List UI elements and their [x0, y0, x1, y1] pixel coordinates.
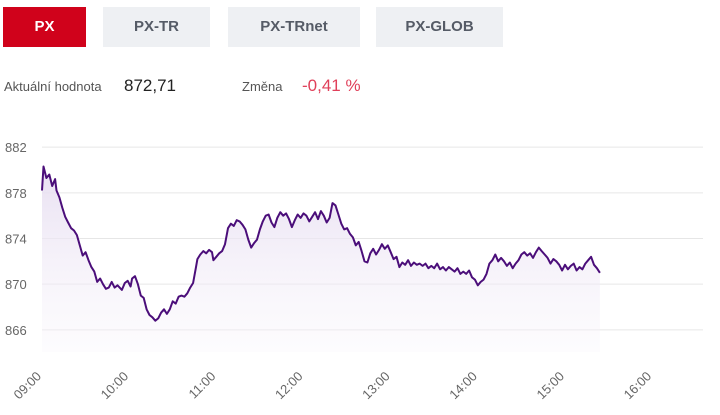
series-area [42, 166, 600, 352]
change-label: Změna [242, 79, 283, 94]
y-axis: 882 878 874 870 866 [5, 140, 27, 338]
current-value: 872,71 [124, 76, 176, 95]
x-tick-label: 12:00 [272, 369, 306, 403]
change-value: -0,41 % [302, 76, 361, 95]
x-tick-label: 11:00 [186, 369, 219, 402]
x-tick-label: 14:00 [446, 369, 480, 403]
tab-px-tr[interactable]: PX-TR [103, 7, 210, 47]
tab-px[interactable]: PX [3, 7, 86, 47]
tab-px-glob[interactable]: PX-GLOB [376, 7, 503, 47]
x-tick-label: 10:00 [98, 369, 132, 403]
x-tick-label: 09:00 [11, 369, 45, 403]
intraday-chart: 882 878 874 870 866 09:00 10:00 11:00 12:00 13:0… [5, 140, 703, 403]
x-tick-label: 13:00 [359, 369, 393, 403]
series-line [41, 165, 601, 322]
tab-px-trnet[interactable]: PX-TRnet [228, 7, 360, 47]
y-tick-label: 882 [5, 140, 27, 155]
x-tick-label: 15:00 [533, 369, 567, 403]
y-tick-label: 866 [5, 323, 27, 338]
y-tick-label: 874 [5, 232, 27, 247]
y-tick-label: 870 [5, 277, 27, 292]
x-axis: 09:00 10:00 11:00 12:00 13:00 14:00 15:00 16:00 [11, 369, 655, 403]
current-value-label: Aktuální hodnota [4, 79, 102, 94]
stats-row: Aktuální hodnota 872,71 Změna -0,41 % [4, 76, 704, 98]
x-tick-label: 16:00 [621, 369, 655, 403]
y-tick-label: 878 [5, 186, 27, 201]
